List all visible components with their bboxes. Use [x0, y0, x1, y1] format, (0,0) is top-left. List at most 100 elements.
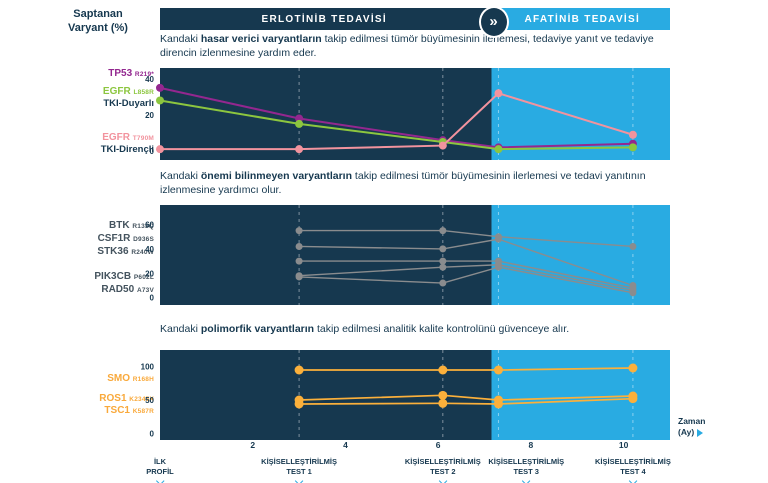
series-point-stk36-r240w: [439, 257, 447, 265]
series-point-tp53-r219*: [156, 83, 164, 92]
series-line-btk-r133q: [299, 229, 633, 248]
timeline-initial-profile-line1: İLK: [153, 457, 167, 466]
timeline-test-4: KİŞİSELLEŞTİRİLMİŞ TEST 4: [595, 457, 671, 483]
x-axis-title: Zaman (Ay): [678, 416, 705, 439]
series-point-egfr-l858r: [628, 143, 637, 152]
series-point-rad50-a73v: [494, 263, 502, 271]
y-tick-label: 20: [145, 111, 154, 120]
chart-2: 0 20 40 60: [145, 205, 670, 305]
gene-label-egfr-l858r: EGFR L858R: [102, 86, 154, 97]
gene-label-stk36: STK36 R240W: [97, 246, 154, 257]
chart-3-phase2-bg: [491, 350, 670, 440]
series-point-rad50-a73v: [629, 289, 637, 297]
series-point-stk36-r240w: [295, 257, 303, 265]
timeline-test-4-line2: TEST 4: [620, 467, 646, 477]
series-point-btk-r133q: [439, 227, 447, 235]
series-point-csf1r-d936s: [494, 235, 502, 243]
series-point-ros1-k2345x: [438, 390, 448, 400]
timeline-test-2: KİŞİSELLEŞTİRİLMİŞ TEST 2: [405, 457, 481, 483]
chart-1-phase1-bg: [160, 68, 492, 160]
chevron-down-icon: [522, 477, 531, 483]
chart-2-phase1-bg: [160, 205, 492, 305]
x-axis-title-line2: (Ay): [678, 427, 695, 438]
chevron-down-icon: [628, 477, 638, 483]
series-line-tsc1-k587r: [299, 397, 633, 405]
chevron-down-icon: [294, 477, 304, 483]
series-point-egfr-t790m: [494, 89, 503, 98]
series-point-smo-r168h: [628, 363, 638, 373]
tki-sensitive-label: TKI-Duyarlı: [103, 98, 154, 109]
x-tick-2: 2: [250, 440, 256, 450]
timeline-test-2-line1: KİŞİSELLEŞTİRİLMİŞ: [404, 457, 481, 466]
treatment-bar-afatinib: AFATİNİB TEDAVİSİ: [494, 8, 670, 30]
series-point-egfr-t790m: [438, 141, 447, 150]
timeline-test-3: KİŞİSELLEŞTİRİLMİŞ TEST 3: [488, 457, 564, 483]
series-point-btk-r133q: [629, 242, 637, 250]
series-line-rad50-a73v: [299, 266, 634, 294]
gene-label-pik3cb: PIK3CB P602L: [94, 271, 154, 282]
timeline-initial-profile: İLK PROFİL: [146, 457, 174, 483]
timeline-test-1: KİŞİSELLEŞTİRİLMİŞ TEST 1: [261, 457, 337, 483]
y-tick-label: 0: [150, 429, 155, 438]
series-line-pik3cb-p602l: [299, 264, 634, 292]
treatment-bar-erlotinib: ERLOTİNİB TEDAVİSİ: [160, 8, 489, 30]
gene-label-tsc1: TSC1 K587R: [104, 405, 154, 416]
timeline-test-3-line1: KİŞİSELLEŞTİRİLMİŞ: [488, 457, 565, 466]
x-tick-8: 8: [528, 440, 534, 450]
series-point-tsc1-k587r: [628, 394, 638, 404]
series-line-smo-r168h: [299, 367, 633, 371]
series-point-smo-r168h: [438, 365, 448, 375]
gene-label-tp53: TP53 R219*: [108, 68, 154, 79]
x-axis-title-line1: Zaman: [678, 416, 706, 426]
series-point-smo-r168h: [493, 365, 503, 375]
series-point-egfr-l858r: [494, 145, 503, 154]
chevron-down-icon: [155, 477, 165, 483]
series-point-egfr-t790m: [295, 145, 304, 154]
series-point-rad50-a73v: [295, 273, 303, 281]
section-description-2: Kandaki önemi bilinmeyen varyantların ta…: [160, 170, 646, 196]
chevron-down-icon: [438, 477, 448, 483]
chart-2-phase2-bg: [491, 205, 670, 305]
tki-resistant-label: TKI-Dirençli: [100, 144, 154, 155]
series-point-rad50-a73v: [439, 279, 447, 287]
series-point-btk-r133q: [295, 227, 303, 235]
y-tick-label: 0: [150, 147, 155, 156]
series-point-csf1r-d936s: [295, 242, 303, 250]
series-line-ros1-k2345x: [299, 394, 633, 401]
y-tick-label: 100: [141, 363, 155, 372]
x-tick-10: 10: [618, 440, 629, 450]
timeline-test-2-line2: TEST 2: [430, 467, 456, 477]
series-point-tsc1-k587r: [493, 399, 503, 409]
y-tick-label: 40: [145, 75, 154, 84]
y-tick-label: 0: [150, 294, 155, 303]
gene-label-ros1: ROS1 K2345X: [99, 393, 154, 404]
gene-label-csf1r: CSF1R D936S: [97, 233, 154, 244]
timeline-initial-profile-line2: PROFİL: [146, 467, 174, 477]
series-point-egfr-t790m: [156, 145, 164, 154]
timeline-test-1-line1: KİŞİSELLEŞTİRİLMİŞ: [261, 457, 337, 466]
x-tick-4: 4: [343, 440, 348, 450]
section-description-3: Kandaki polimorfik varyantların takip ed…: [160, 323, 570, 335]
timeline-test-4-line1: KİŞİSELLEŞTİRİLMİŞ: [594, 457, 671, 466]
treatment-switch-icon: »: [478, 6, 509, 38]
chart-1: 0 20 40: [145, 68, 670, 160]
y-tick-label: 20: [145, 269, 154, 278]
treatment-bar-afatinib-label: AFATİNİB TEDAVİSİ: [524, 13, 641, 25]
series-point-tsc1-k587r: [438, 398, 448, 408]
chart-3: 0 50 100: [141, 350, 670, 440]
gene-label-smo: SMO R168H: [107, 373, 154, 384]
y-tick-label: 60: [145, 221, 154, 230]
timeline-test-1-line2: TEST 1: [286, 467, 312, 477]
y-tick-label: 40: [145, 245, 154, 254]
x-axis-title-line2-wrap: (Ay): [678, 427, 705, 438]
series-line-csf1r-d936s: [299, 238, 634, 287]
y-axis-title: Saptanan Varyant (%): [40, 8, 156, 36]
series-point-tsc1-k587r: [294, 399, 304, 409]
treatment-bar-erlotinib-label: ERLOTİNİB TEDAVİSİ: [261, 13, 387, 25]
series-point-egfr-l858r: [156, 96, 164, 105]
x-axis-arrow-icon: [697, 429, 704, 438]
series-point-egfr-t790m: [628, 130, 637, 139]
series-point-pik3cb-p602l: [439, 263, 447, 271]
